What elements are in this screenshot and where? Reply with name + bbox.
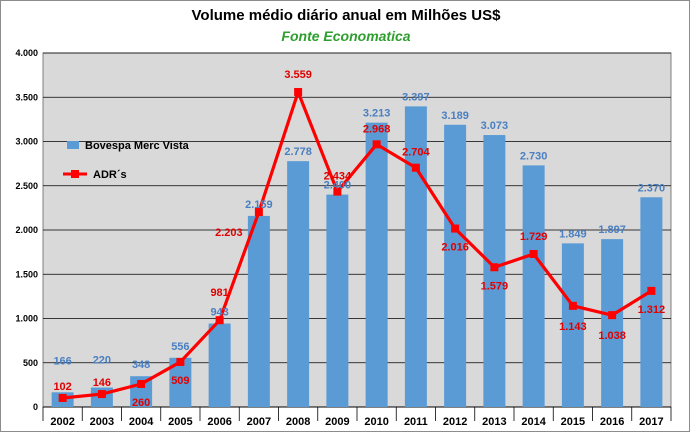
y-tick-label: 1.500 (15, 269, 38, 279)
line-data-label: 2.704 (402, 147, 430, 159)
adr-marker (411, 163, 420, 172)
x-tick-label: 2012 (443, 416, 467, 428)
adr-marker (58, 393, 67, 402)
bar-data-label: 2.730 (520, 150, 548, 162)
adr-marker (97, 390, 106, 399)
y-tick-label: 3.000 (15, 137, 38, 147)
adr-marker (254, 208, 263, 217)
bar-data-label: 3.397 (402, 91, 430, 103)
bar-data-label: 3.073 (481, 120, 509, 132)
bar-data-label: 3.189 (441, 110, 469, 122)
bar-data-label: 556 (171, 341, 189, 353)
x-tick-label: 2016 (600, 416, 624, 428)
line-data-label: 509 (171, 375, 189, 387)
bar-data-label: 220 (93, 355, 111, 367)
line-data-label: 2.016 (441, 242, 469, 254)
x-tick-label: 2014 (521, 416, 546, 428)
adr-marker (451, 224, 460, 233)
bar (640, 197, 663, 407)
adr-line (62, 90, 653, 400)
bar (522, 165, 545, 407)
legend-marker-adr (71, 170, 79, 178)
legend-swatch-bars (67, 141, 79, 149)
bar (287, 161, 310, 407)
bar-data-label: 943 (210, 307, 228, 319)
x-tick-label: 2003 (90, 416, 114, 428)
bar (208, 323, 231, 407)
bar-data-label: 1.897 (598, 224, 626, 236)
bar (247, 215, 270, 407)
adr-marker (608, 311, 617, 320)
bar (326, 194, 349, 407)
line-data-label: 1.579 (481, 280, 509, 292)
line-data-label: 1.038 (598, 330, 626, 342)
adr-marker (529, 249, 538, 258)
line-data-label: 102 (53, 381, 71, 393)
bar-data-label: 348 (132, 359, 150, 371)
x-tick-label: 2009 (325, 416, 349, 428)
bar (601, 239, 624, 407)
x-tick-label: 2008 (286, 416, 310, 428)
legend-label-adr: ADR´s (93, 169, 127, 181)
bar (444, 124, 467, 407)
line-data-label: 1.312 (638, 304, 666, 316)
chart-title: Volume médio diário anual em Milhões US$ (191, 7, 501, 24)
x-tick-label: 2002 (50, 416, 74, 428)
bar (561, 243, 584, 407)
chart-subtitle: Fonte Economatica (281, 28, 411, 44)
y-tick-label: 0 (33, 402, 38, 412)
bar-data-label: 2.778 (284, 146, 312, 158)
line-data-label: 146 (93, 377, 111, 389)
y-tick-label: 3.500 (15, 92, 38, 102)
adr-marker (333, 187, 342, 196)
x-tick-label: 2004 (129, 416, 154, 428)
y-tick-label: 1.000 (15, 314, 38, 324)
line-data-label: 3.559 (284, 69, 312, 81)
adr-marker (647, 286, 656, 295)
line-data-label: 1.729 (520, 231, 548, 243)
x-tick-label: 2006 (207, 416, 231, 428)
bar-data-label: 3.213 (363, 108, 391, 120)
bar-data-label: 2.400 (324, 180, 352, 192)
line-data-label: 2.203 (215, 227, 243, 239)
adr-marker (568, 301, 577, 310)
adr-marker (137, 379, 146, 388)
bar-data-label: 2.159 (245, 199, 273, 211)
x-tick-label: 2007 (247, 416, 271, 428)
adr-marker (294, 88, 303, 97)
x-tick-label: 2013 (482, 416, 506, 428)
y-tick-label: 2.000 (15, 225, 38, 235)
line-data-label: 260 (132, 397, 150, 409)
adr-marker (372, 140, 381, 149)
y-tick-label: 2.500 (15, 181, 38, 191)
x-tick-label: 2015 (561, 416, 585, 428)
x-tick-label: 2010 (364, 416, 388, 428)
bar (404, 106, 427, 407)
adr-marker (176, 357, 185, 366)
bar (169, 357, 192, 407)
adr-marker (215, 316, 224, 325)
x-tick-label: 2005 (168, 416, 192, 428)
line-data-label: 1.143 (559, 321, 587, 333)
y-tick-label: 4.000 (15, 48, 38, 58)
x-tick-label: 2017 (639, 416, 663, 428)
bar-data-label: 2.370 (638, 182, 666, 194)
bar (365, 122, 388, 407)
bar-data-label: 1.849 (559, 228, 587, 240)
line-data-label: 2.434 (324, 171, 352, 183)
x-tick-label: 2011 (404, 416, 428, 428)
y-tick-label: 500 (23, 358, 38, 368)
line-data-label: 981 (210, 287, 228, 299)
bar-data-label: 166 (53, 355, 71, 367)
line-data-label: 2.968 (363, 123, 391, 135)
legend-label-bars: Bovespa Merc Vista (85, 140, 190, 152)
adr-marker (490, 263, 499, 272)
